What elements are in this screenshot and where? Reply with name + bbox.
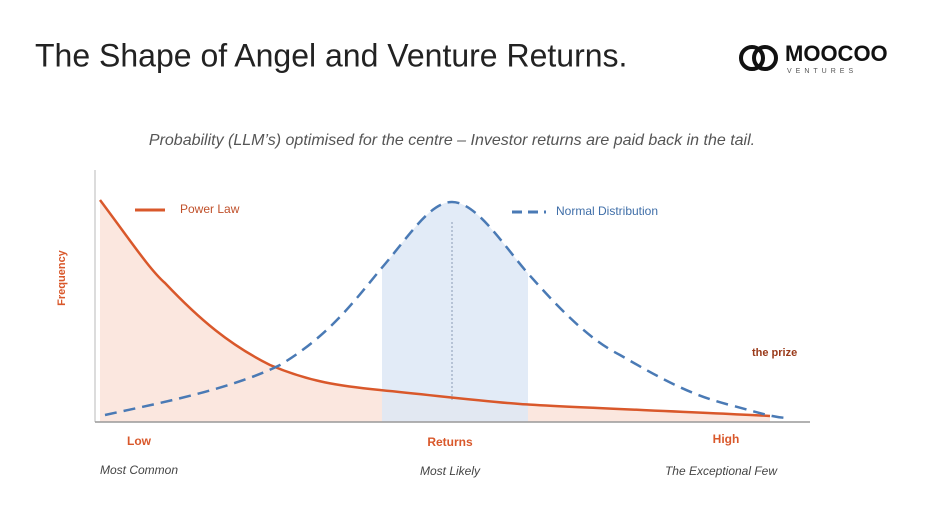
x-sublabel: Most Common [100,463,178,477]
annotation: the prize [752,347,797,359]
x-sublabel: Most Likely [420,464,481,478]
logo: MOOCOO VENTURES [739,41,888,75]
legend-label: Power Law [180,202,240,216]
x-sublabel: The Exceptional Few [665,464,778,478]
power-law-area [100,200,770,422]
x-label: Low [127,434,152,448]
logo-ring [739,45,765,71]
legend-label: Normal Distribution [556,204,658,218]
logo-tagline: VENTURES [787,68,857,75]
subtitle: Probability (LLM’s) optimised for the ce… [149,132,755,149]
x-label: High [713,432,740,446]
y-label: Frequency [56,249,68,306]
logo-ring [752,45,778,71]
power-law-curve [98,199,771,418]
x-label: Returns [427,435,473,449]
normal-curve [104,200,791,420]
logo-name: MOOCOO [785,41,888,66]
title: The Shape of Angel and Venture Returns. [35,37,627,73]
